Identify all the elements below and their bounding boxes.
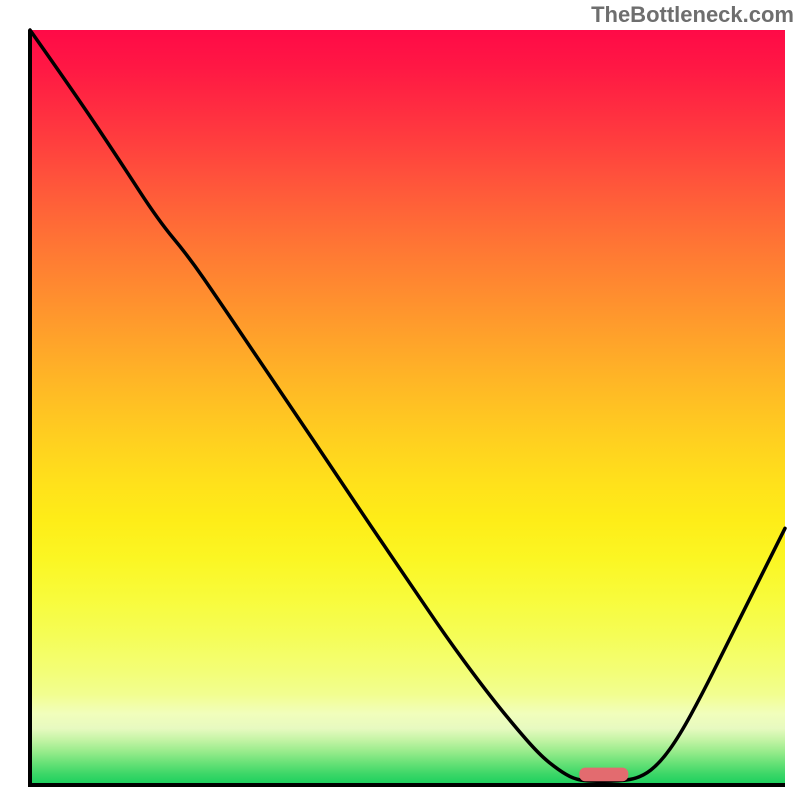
gradient-background — [30, 30, 785, 785]
watermark-text: TheBottleneck.com — [591, 2, 794, 28]
chart-container: TheBottleneck.com — [0, 0, 800, 800]
bottleneck-chart — [0, 0, 800, 800]
optimal-marker — [579, 768, 628, 782]
